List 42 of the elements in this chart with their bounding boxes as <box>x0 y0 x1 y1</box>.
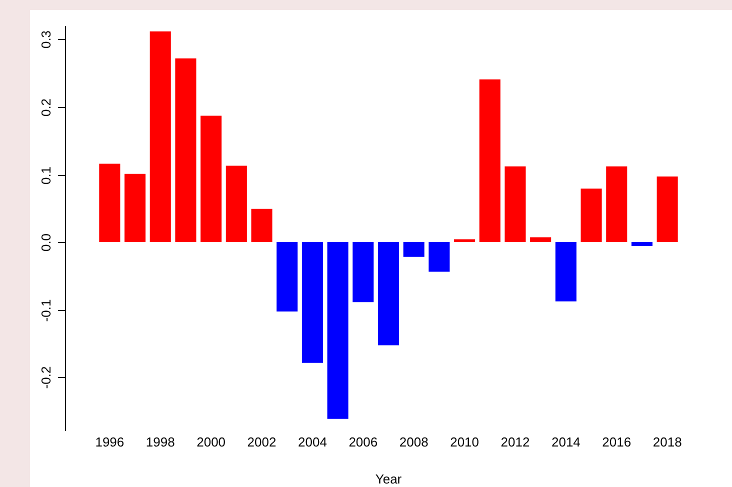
x-tick-label: 2016 <box>602 434 632 450</box>
bar <box>530 237 552 242</box>
bar <box>504 166 526 242</box>
bar <box>378 242 400 346</box>
y-tick-label: -0.2 <box>38 366 54 389</box>
x-axis-title: Year <box>375 472 402 487</box>
x-tick-label: 2014 <box>551 434 580 450</box>
bar <box>580 188 602 242</box>
x-tick-label: 2004 <box>298 434 327 450</box>
bar <box>251 208 272 242</box>
x-tick-label: 2010 <box>450 434 480 450</box>
bar <box>454 239 476 242</box>
y-tick-label: 0.3 <box>38 30 54 49</box>
bar <box>479 79 500 242</box>
bar <box>428 242 450 272</box>
x-tick-label: 2006 <box>348 434 378 450</box>
bar <box>276 242 298 312</box>
y-tick-label: 0.2 <box>38 98 54 117</box>
bar <box>99 164 120 242</box>
x-tick-label: 1996 <box>95 434 124 450</box>
y-tick-label: 0.0 <box>38 233 54 252</box>
bar <box>226 166 247 242</box>
bar <box>403 242 424 257</box>
bar <box>200 116 222 242</box>
x-tick-label: 2008 <box>399 434 428 450</box>
x-tick-label: 2018 <box>652 434 682 450</box>
bar <box>150 31 171 242</box>
bar <box>631 242 652 246</box>
bar <box>555 242 576 302</box>
bar <box>124 174 146 242</box>
y-tick-label: 0.1 <box>38 166 54 185</box>
x-tick-label: 2000 <box>196 434 226 450</box>
bar <box>302 242 323 363</box>
bar <box>327 242 348 419</box>
y-tick-label: -0.1 <box>38 299 54 322</box>
bar <box>606 166 628 242</box>
bar <box>352 242 374 302</box>
x-tick-label: 1998 <box>146 434 175 450</box>
bar <box>656 176 678 242</box>
x-tick-label: 2002 <box>247 434 276 450</box>
x-tick-label: 2012 <box>500 434 530 450</box>
bar <box>175 58 196 242</box>
